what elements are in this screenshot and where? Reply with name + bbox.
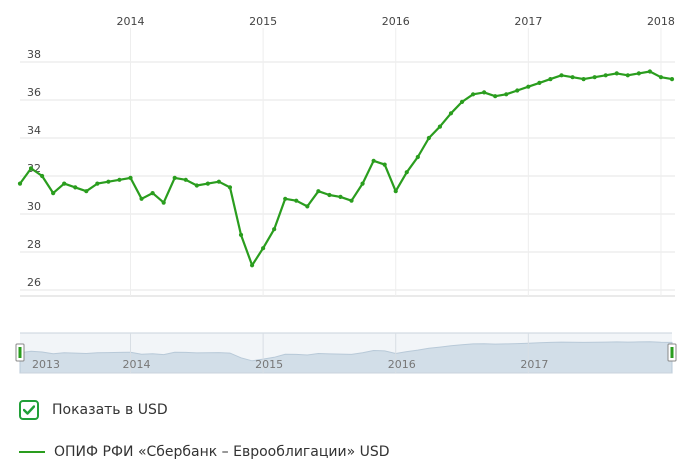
y-tick-label: 34 <box>27 124 41 137</box>
data-point <box>570 75 575 80</box>
data-point <box>183 177 188 182</box>
data-point <box>448 111 454 116</box>
data-point <box>526 84 531 89</box>
data-point <box>636 71 641 76</box>
data-point <box>493 94 498 99</box>
y-tick-label: 30 <box>27 200 41 213</box>
data-point <box>470 92 476 97</box>
data-point <box>205 181 210 186</box>
data-point <box>437 124 443 129</box>
checkmark-icon <box>23 405 35 415</box>
data-point <box>73 185 78 190</box>
data-point <box>382 162 387 167</box>
data-point <box>537 80 542 85</box>
data-point <box>227 185 233 190</box>
data-point <box>559 73 564 78</box>
data-point <box>316 189 321 194</box>
data-point <box>95 181 100 186</box>
data-point <box>603 73 608 78</box>
navigator-label: 2016 <box>388 358 416 371</box>
data-point <box>216 179 222 184</box>
data-point <box>415 154 420 160</box>
data-point <box>117 177 122 182</box>
navigator-label: 2015 <box>255 358 283 371</box>
data-point <box>669 77 675 82</box>
data-point <box>338 194 343 199</box>
data-point <box>327 192 332 198</box>
y-tick-label: 38 <box>27 48 41 61</box>
data-point <box>625 73 630 78</box>
navigator-handle-left-grip <box>18 347 22 358</box>
show-usd-label: Показать в USD <box>52 402 168 418</box>
grid-lines <box>20 28 675 297</box>
data-point <box>249 263 255 268</box>
legend[interactable]: ОПИФ РФИ «Сбербанк – Еврооблигации» USD <box>19 442 390 462</box>
data-point <box>482 90 487 95</box>
x-tick-label: 2018 <box>647 15 675 28</box>
data-point <box>294 198 299 203</box>
data-point <box>272 227 277 232</box>
show-usd-toggle[interactable]: Показать в USD <box>19 397 168 423</box>
data-point <box>283 196 288 201</box>
data-point <box>647 69 652 74</box>
data-point <box>349 198 354 203</box>
data-point <box>84 189 89 194</box>
data-point <box>426 135 431 141</box>
data-point <box>161 200 166 205</box>
data-point <box>581 77 586 82</box>
data-point <box>459 99 465 104</box>
y-tick-label: 26 <box>27 276 41 289</box>
data-point <box>592 75 597 80</box>
series-line <box>17 69 675 268</box>
data-point <box>62 181 67 186</box>
data-point <box>614 71 619 76</box>
x-tick-label: 2015 <box>249 15 277 28</box>
data-point <box>40 173 45 179</box>
data-point <box>106 179 111 184</box>
navigator-label: 2014 <box>123 358 151 371</box>
x-axis-top: 2014 2015 2016 2017 2018 <box>117 15 675 28</box>
x-tick-label: 2017 <box>514 15 542 28</box>
data-point <box>305 204 310 209</box>
show-usd-checkbox[interactable] <box>19 400 39 420</box>
navigator-label: 2017 <box>520 358 548 371</box>
data-point <box>150 191 155 196</box>
data-point <box>17 181 23 186</box>
data-point <box>128 175 133 180</box>
data-point <box>261 246 266 251</box>
series-line-path <box>19 70 673 267</box>
x-tick-label: 2014 <box>117 15 145 28</box>
data-point <box>371 158 376 163</box>
navigator[interactable]: 2013 2014 2015 2016 2017 <box>0 332 677 374</box>
legend-label: ОПИФ РФИ «Сбербанк – Еврооблигации» USD <box>54 444 390 460</box>
navigator-series-area <box>19 341 673 374</box>
x-tick-label: 2016 <box>382 15 410 28</box>
y-tick-label: 28 <box>27 238 41 251</box>
data-point <box>504 92 509 97</box>
data-point <box>360 181 365 186</box>
data-point <box>393 189 398 194</box>
data-point <box>194 183 199 188</box>
data-point <box>658 75 664 80</box>
data-point <box>238 232 244 237</box>
data-point <box>139 196 144 201</box>
data-point <box>404 170 409 175</box>
data-point <box>548 77 553 82</box>
legend-swatch <box>19 451 45 453</box>
navigator-handle-right-grip <box>670 347 674 358</box>
navigator-label: 2013 <box>32 358 60 371</box>
data-point <box>51 191 56 196</box>
data-point <box>28 166 34 171</box>
y-tick-label: 36 <box>27 86 41 99</box>
data-point <box>515 88 520 93</box>
data-point <box>172 175 177 180</box>
